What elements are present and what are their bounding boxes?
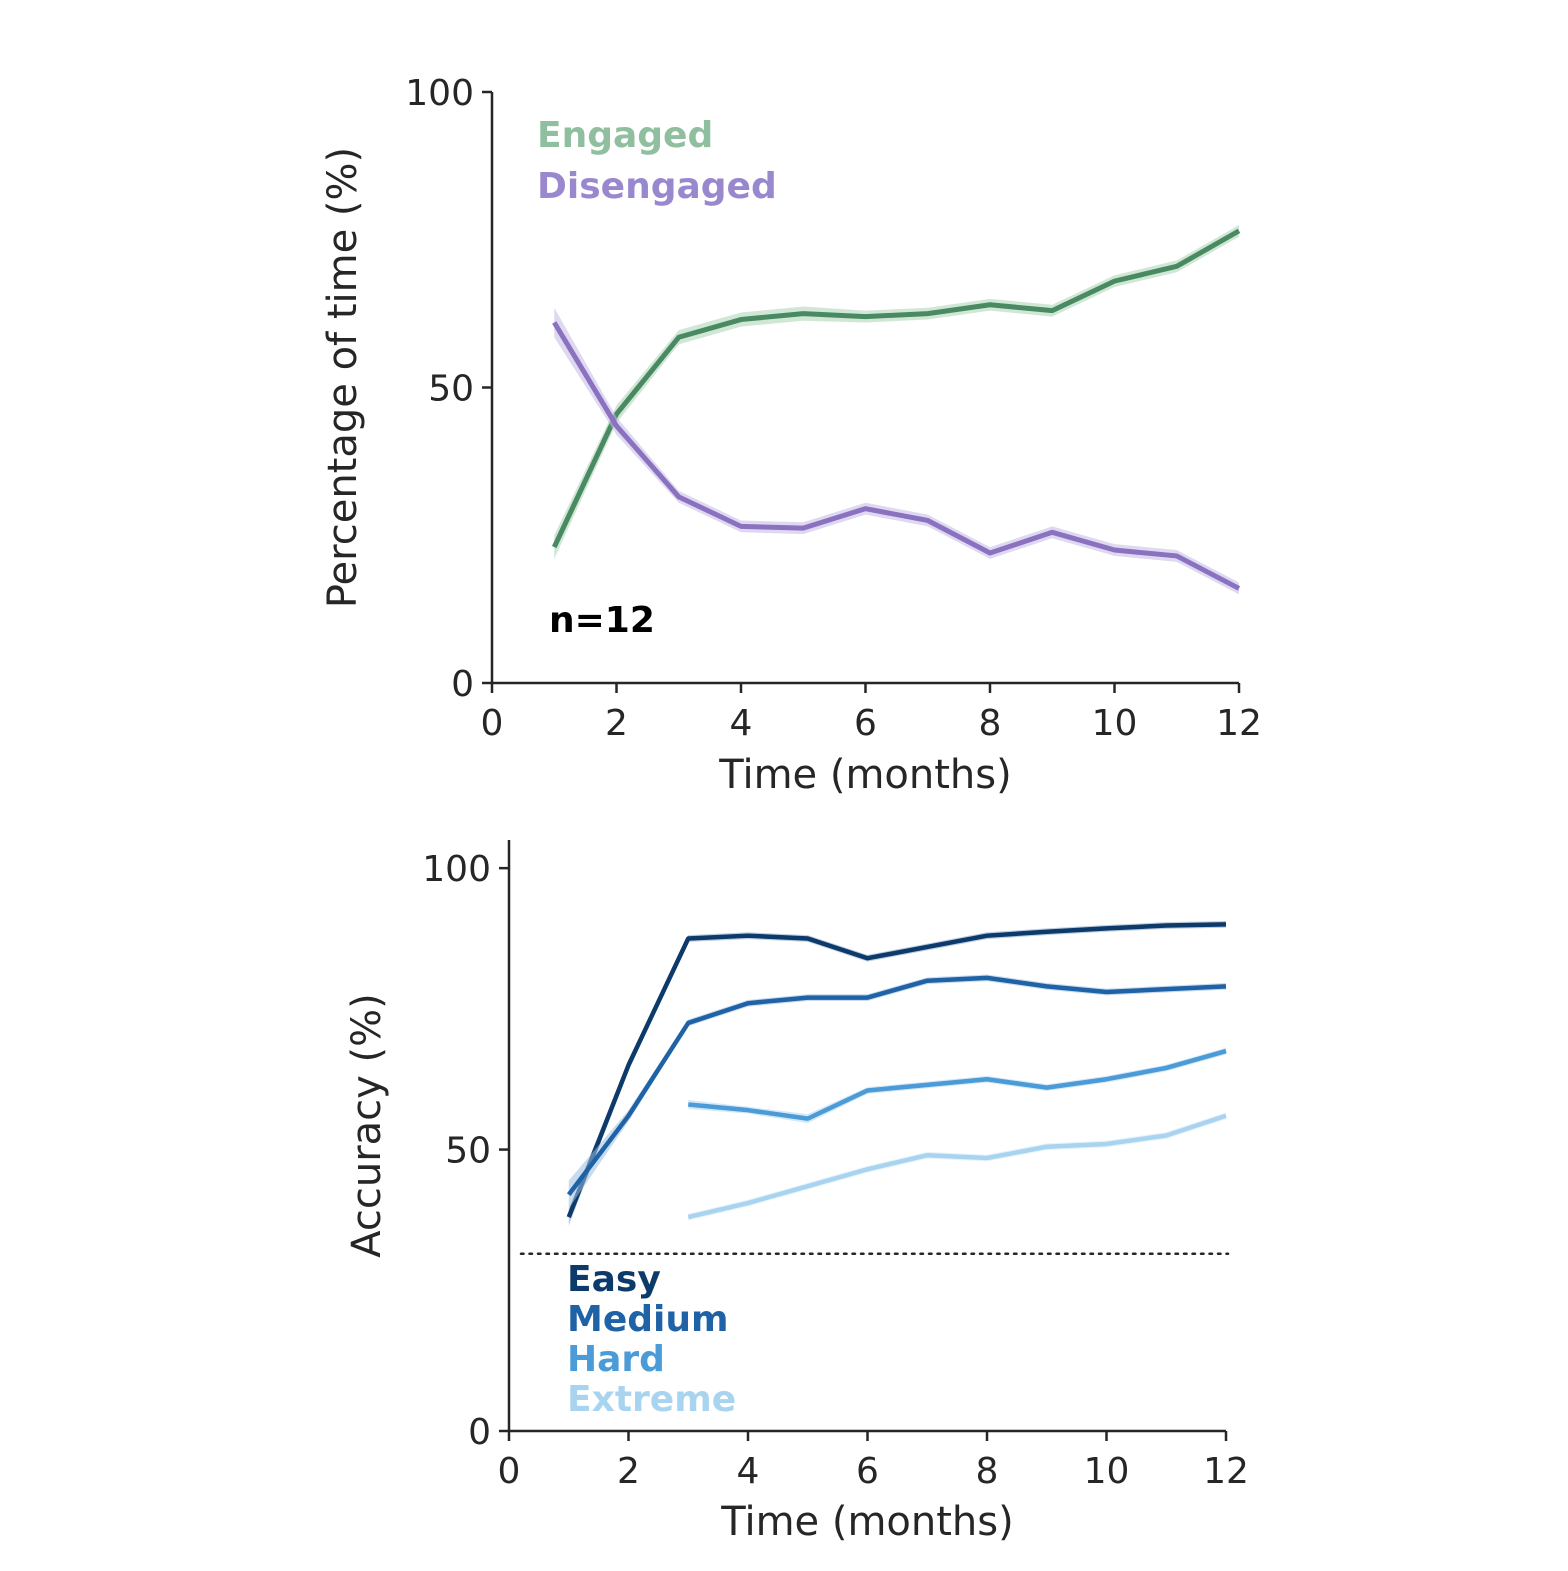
series-line-medium [566, 975, 1227, 1196]
y-tick-label: 0 [468, 1412, 491, 1453]
y-tick-label: 50 [445, 1131, 491, 1172]
series-engaged [551, 224, 1241, 559]
series-line-engaged [551, 228, 1241, 549]
accuracy-chart: 0 2 4 6 8 10 12 0 50 100 Time (months) Accuracy (%)… [344, 840, 1249, 1545]
series-line-disengaged [552, 321, 1241, 591]
y-tick-label: 0 [451, 664, 474, 705]
series-medium [566, 974, 1227, 1209]
engagement-chart: 0 2 4 6 8 10 12 0 50 100 Time (months) Percentage o… [320, 73, 1262, 798]
x-tick-label: 8 [976, 1451, 999, 1492]
legend-hard: Hard [567, 1339, 665, 1380]
legend-medium: Medium [567, 1299, 729, 1340]
y-tick-label: 100 [405, 73, 474, 114]
x-tick-label: 10 [1084, 1451, 1130, 1492]
x-tick-label: 10 [1092, 703, 1138, 744]
legend-extreme: Extreme [567, 1379, 736, 1420]
series-line-extreme [687, 1113, 1227, 1220]
series-band-extreme [688, 1112, 1226, 1221]
series-band-medium [568, 974, 1226, 1209]
y-tick-label: 100 [422, 849, 491, 890]
series-line-hard [688, 1048, 1227, 1121]
x-tick-label: 2 [617, 1451, 640, 1492]
x-tick-label: 12 [1216, 703, 1262, 744]
x-tick-label: 12 [1203, 1451, 1249, 1492]
legend-easy: Easy [567, 1259, 661, 1300]
y-tick-label: 50 [428, 369, 474, 410]
y-axis-label: Percentage of time (%) [320, 147, 366, 608]
x-tick-label: 4 [730, 703, 753, 744]
x-tick-label: 4 [737, 1451, 760, 1492]
legend-disengaged: Disengaged [537, 166, 777, 207]
x-tick-label: 0 [498, 1451, 521, 1492]
legend-engaged: Engaged [537, 115, 713, 156]
series-extreme [687, 1112, 1227, 1221]
series-band-engaged [554, 224, 1239, 559]
series-disengaged [552, 307, 1241, 595]
x-axis-label: Time (months) [720, 1499, 1013, 1545]
x-tick-label: 6 [856, 1451, 879, 1492]
x-tick-label: 8 [979, 703, 1002, 744]
x-tick-label: 0 [481, 703, 504, 744]
x-axis-label: Time (months) [718, 752, 1011, 798]
series-easy [566, 921, 1227, 1226]
series-band-disengaged [554, 307, 1239, 595]
sample-size-annotation: n=12 [549, 600, 655, 641]
series-line-easy [566, 922, 1227, 1218]
series-hard [688, 1047, 1227, 1124]
x-tick-label: 6 [854, 703, 877, 744]
y-axis-label: Accuracy (%) [344, 993, 390, 1258]
x-tick-label: 2 [605, 703, 628, 744]
